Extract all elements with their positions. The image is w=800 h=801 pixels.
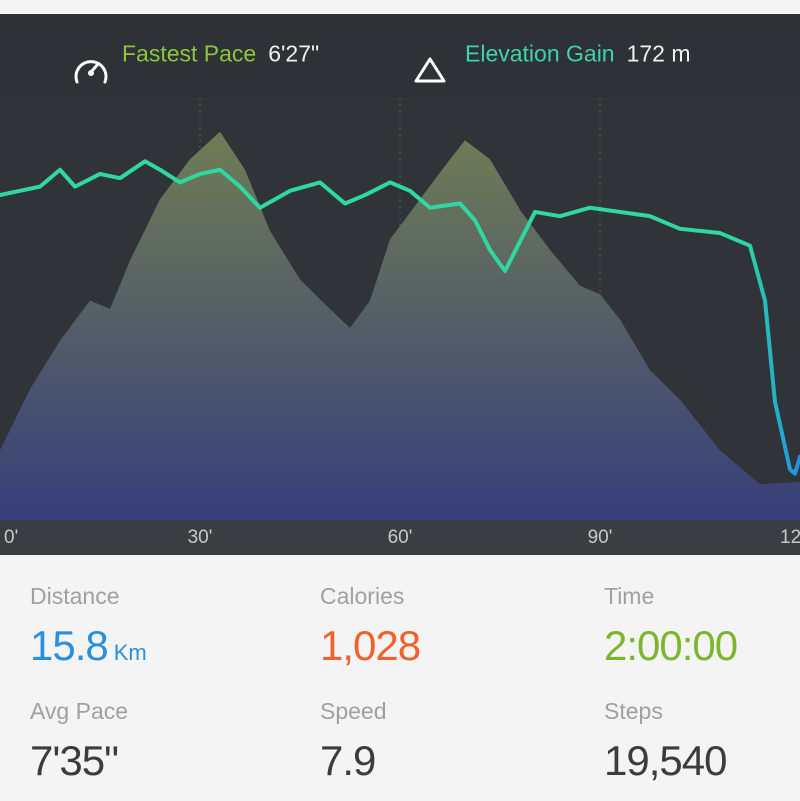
fastest-pace: Fastest Pace 6'27" [122,41,319,68]
stat-value: 6'27" [268,40,320,67]
summary-label: Distance [30,583,120,609]
summary-value-row: 7'35" [30,737,310,785]
summary-value: 7.9 [320,737,376,784]
summary-item: Distance 15.8 Km [30,583,310,670]
status-strip [0,0,800,14]
header-bar: Fastest Pace 6'27" Elevation Gain 172 m [0,14,800,98]
summary-value-row: 1,028 [320,622,600,670]
x-tick-label: 90' [588,527,613,548]
summary-value-row: 2:00:00 [604,622,800,670]
summary-label: Time [604,583,655,609]
summary-item: Avg Pace 7'35" [30,698,310,785]
summary-value-row: 15.8 Km [30,622,310,670]
stat-label: Fastest Pace [122,40,257,67]
x-tick-label: 60' [388,527,413,548]
elevation-gain: Elevation Gain 172 m [465,41,691,68]
summary-value: 15.8 [30,622,109,669]
elevation-area [0,131,800,520]
elevation-icon [414,57,446,83]
summary-item: Steps 19,540 [604,698,800,785]
summary-label: Steps [604,698,663,724]
summary-value: 19,540 [604,737,727,784]
summary-item: Calories 1,028 [320,583,600,670]
summary-value-row: 7.9 [320,737,600,785]
summary-item: Time 2:00:00 [604,583,800,670]
summary-unit: Km [113,640,147,665]
summary-label: Calories [320,583,405,609]
summary-label: Avg Pace [30,698,129,724]
pace-line [0,159,800,476]
x-tick-label: 0' [4,527,18,548]
summary-label: Speed [320,698,387,724]
summary-value: 7'35" [30,737,119,784]
stat-label: Elevation Gain [465,40,615,67]
x-tick-label: 30' [188,527,213,548]
speed-icon [74,60,108,84]
summary-item: Speed 7.9 [320,698,600,785]
chart: 0' 30' 60' 90' 12 [0,98,800,555]
summary-value: 1,028 [320,622,421,669]
x-tick-label: 12 [780,527,800,548]
summary-value: 2:00:00 [604,622,738,669]
stat-value: 172 m [626,40,691,67]
summary-value-row: 19,540 [604,737,800,785]
x-axis-strip [0,520,800,555]
